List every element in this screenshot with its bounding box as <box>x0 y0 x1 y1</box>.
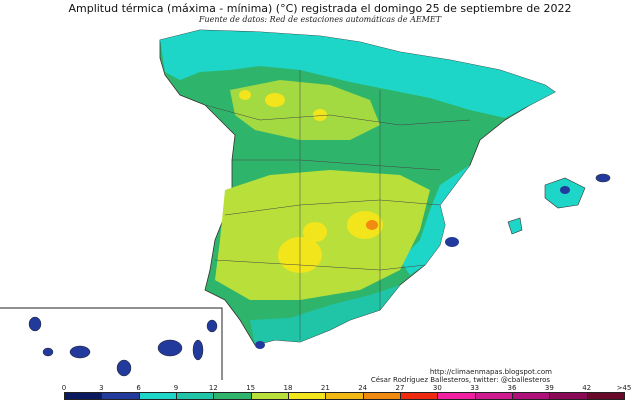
legend-tick-label: 3 <box>99 384 104 392</box>
data-source: Fuente de datos: Red de estaciones autom… <box>198 15 442 24</box>
south-coast-band <box>250 285 400 345</box>
color-legend <box>64 392 625 402</box>
legend-swatch <box>437 392 476 400</box>
legend-swatch <box>101 392 140 400</box>
balearic-blue-spot <box>560 186 570 194</box>
blue-spot-south <box>255 341 265 349</box>
legend-tick-label: 33 <box>470 384 480 392</box>
legend-swatch <box>250 392 289 400</box>
balearic-ibiza <box>507 217 523 235</box>
regional-borders <box>204 70 471 340</box>
legend-tick-label: 6 <box>136 384 141 392</box>
legend-swatch <box>549 392 588 400</box>
yellow-hotspot-center <box>303 222 327 242</box>
legend-swatch <box>512 392 551 400</box>
legend-swatch <box>586 392 625 400</box>
legend-swatch <box>400 392 439 400</box>
balearic-menorca <box>595 173 611 183</box>
legend-swatch <box>138 392 177 400</box>
canary-inset-frame <box>0 307 223 380</box>
legend-swatch <box>325 392 364 400</box>
legend-tick-label: 27 <box>395 384 405 392</box>
legend-tick-label: 0 <box>61 384 67 392</box>
legend-swatch <box>474 392 513 400</box>
yellow-hotspot-northwest <box>239 90 251 100</box>
north-plateau-zone <box>230 80 380 140</box>
north-coast-band <box>160 30 555 118</box>
legend-tick-label: 15 <box>246 384 256 392</box>
legend-tick-label: 39 <box>544 384 554 392</box>
legend-swatch <box>176 392 215 400</box>
legend-swatch <box>362 392 401 400</box>
legend-tick-label: 42 <box>582 384 592 392</box>
legend-swatch <box>288 392 327 400</box>
legend-tick-label: 9 <box>173 384 179 392</box>
yellow-hotspot-north <box>265 93 285 107</box>
credit-url[interactable]: http://climaenmapas.blogspot.com <box>429 368 552 376</box>
legend-tick-label: 24 <box>358 384 368 392</box>
blue-spot-east <box>445 237 459 247</box>
yellow-hotspot-east <box>347 211 383 239</box>
legend-tick-label: >45 <box>616 384 632 392</box>
legend-tick-label: 12 <box>208 384 218 392</box>
yellow-hotspot-burgos <box>313 109 327 121</box>
legend-tick-label: 36 <box>507 384 517 392</box>
map-title: Amplitud térmica (máxima - mínima) (°C) … <box>68 2 572 15</box>
legend-swatch <box>64 392 103 400</box>
legend-tick-label: 18 <box>283 384 293 392</box>
canary-islands <box>28 316 218 377</box>
legend-tick-label: 30 <box>432 384 442 392</box>
east-coast-band <box>400 165 470 275</box>
credit-author: César Rodríguez Ballesteros, twitter: @c… <box>370 376 550 384</box>
legend-swatch <box>213 392 252 400</box>
legend-tick-label: 21 <box>320 384 330 392</box>
orange-hotspot <box>366 220 378 230</box>
